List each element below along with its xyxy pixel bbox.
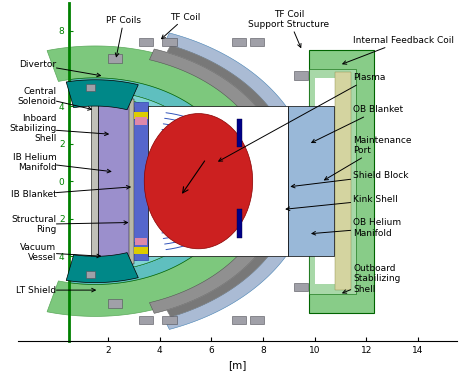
Bar (134, 112, 148, 119)
Text: PF Coils: PF Coils (106, 16, 141, 57)
Bar (91, 95, 98, 267)
Text: Divertor: Divertor (19, 60, 100, 77)
Polygon shape (99, 102, 204, 260)
Bar (86, 271, 95, 278)
Text: Vacuum
Vessel: Vacuum Vessel (20, 243, 100, 262)
Text: TF Coil
Support Structure: TF Coil Support Structure (248, 10, 329, 47)
Ellipse shape (144, 113, 253, 249)
Bar (288, 106, 334, 256)
Bar (232, 316, 246, 324)
Bar (134, 247, 148, 254)
Text: Structural
Ring: Structural Ring (11, 215, 128, 234)
Polygon shape (149, 49, 286, 313)
Polygon shape (164, 33, 312, 329)
Text: LT Shield: LT Shield (16, 286, 95, 295)
Bar (135, 238, 147, 245)
Bar (310, 69, 356, 294)
Bar (129, 98, 134, 264)
Polygon shape (47, 46, 281, 316)
Bar (98, 95, 129, 267)
Text: Outboard
Stabilizing
Shell: Outboard Stabilizing Shell (343, 264, 401, 294)
Bar (108, 54, 122, 63)
Polygon shape (66, 253, 138, 283)
Text: Central
Solenoid: Central Solenoid (18, 87, 91, 110)
Bar (139, 316, 153, 324)
Bar (134, 102, 148, 260)
Text: Internal Feedback Coil: Internal Feedback Coil (343, 36, 455, 64)
Bar (108, 300, 122, 308)
Bar (250, 316, 264, 324)
Polygon shape (84, 91, 219, 271)
Bar (232, 38, 246, 46)
Bar (237, 119, 242, 147)
Text: Plasma: Plasma (219, 73, 386, 161)
Text: IB Blanket: IB Blanket (11, 185, 130, 199)
Bar (250, 38, 264, 46)
Bar (315, 78, 346, 285)
Bar (135, 117, 147, 125)
Text: Maintenance
Port: Maintenance Port (325, 136, 412, 180)
Bar (294, 71, 308, 80)
Text: TF Coil: TF Coil (162, 13, 201, 39)
Polygon shape (95, 97, 211, 266)
Bar (162, 316, 176, 324)
Bar (237, 209, 242, 238)
Text: OB Blanket: OB Blanket (312, 105, 403, 142)
Polygon shape (71, 78, 237, 285)
Bar (86, 84, 95, 91)
Bar (139, 38, 153, 46)
Bar (294, 283, 308, 291)
Polygon shape (66, 80, 138, 110)
Polygon shape (167, 46, 297, 317)
X-axis label: [m]: [m] (228, 360, 246, 370)
Bar (148, 106, 288, 256)
Bar (310, 50, 374, 313)
Polygon shape (103, 106, 199, 256)
Text: Kink Shell: Kink Shell (286, 195, 398, 210)
Bar (335, 72, 351, 290)
Text: IB Helium
Manifold: IB Helium Manifold (13, 153, 111, 173)
Text: OB Helium
Manifold: OB Helium Manifold (312, 219, 401, 238)
Text: Shield Block: Shield Block (292, 171, 409, 188)
Bar (162, 38, 176, 46)
Text: Inboard
Stabilizing
Shell: Inboard Stabilizing Shell (9, 114, 108, 144)
